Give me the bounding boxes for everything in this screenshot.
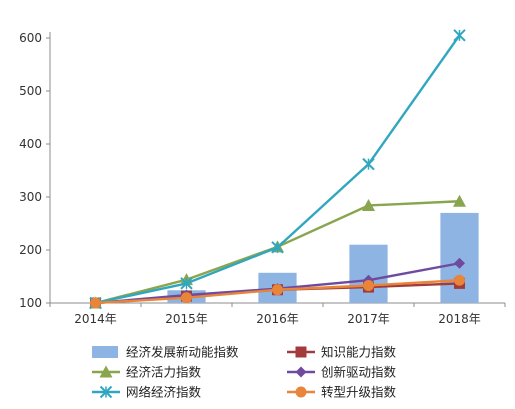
y-tick-label: 400 (19, 137, 42, 151)
legend-marker (295, 366, 307, 378)
x-tick-label: 2014年 (74, 312, 117, 326)
legend-swatch (92, 346, 118, 358)
legend-item: 网络经济指数 (92, 385, 202, 400)
y-tick-label: 600 (19, 31, 42, 45)
y-tick-label: 100 (19, 296, 42, 310)
y-tick-label: 300 (19, 190, 42, 204)
point-2018年 (454, 257, 465, 269)
legend-label: 经济活力指数 (126, 365, 202, 380)
legend-label: 转型升级指数 (321, 385, 397, 400)
series-网络经济指数 (89, 29, 466, 310)
point-2017年 (362, 198, 375, 211)
point-2018年 (454, 274, 465, 286)
legend-marker (99, 385, 113, 399)
legend-label: 知识能力指数 (321, 345, 397, 360)
point-2017年 (362, 157, 375, 171)
legend-item: 转型升级指数 (287, 385, 397, 400)
legend-marker (99, 365, 113, 378)
legend-marker (295, 386, 307, 398)
legend-label: 网络经济指数 (126, 385, 202, 400)
series-line (95, 34, 461, 305)
x-tick-label: 2018年 (438, 312, 481, 326)
point-2015年 (181, 292, 192, 304)
legend-label: 经济发展新动能指数 (126, 345, 239, 360)
x-tick-label: 2015年 (165, 312, 208, 326)
legend-item: 经济发展新动能指数 (92, 345, 239, 360)
point-2018年 (453, 194, 466, 207)
legend-label: 创新驱动指数 (321, 365, 397, 380)
legend-marker (295, 346, 307, 358)
legend-item: 创新驱动指数 (287, 365, 397, 380)
bar-2017年 (349, 244, 388, 303)
y-tick-label: 200 (19, 243, 42, 257)
x-tick-label: 2017年 (347, 312, 390, 326)
point-2014年 (90, 297, 101, 309)
legend-item: 经济活力指数 (92, 365, 202, 380)
point-2016年 (272, 284, 283, 296)
point-2015年 (180, 277, 193, 290)
point-2018年 (453, 29, 466, 42)
point-2016年 (271, 241, 284, 254)
y-tick-label: 500 (19, 84, 42, 98)
series-转型升级指数 (90, 274, 465, 309)
x-tick-label: 2016年 (256, 312, 299, 326)
point-2017年 (363, 280, 374, 292)
legend-item: 知识能力指数 (287, 345, 397, 360)
